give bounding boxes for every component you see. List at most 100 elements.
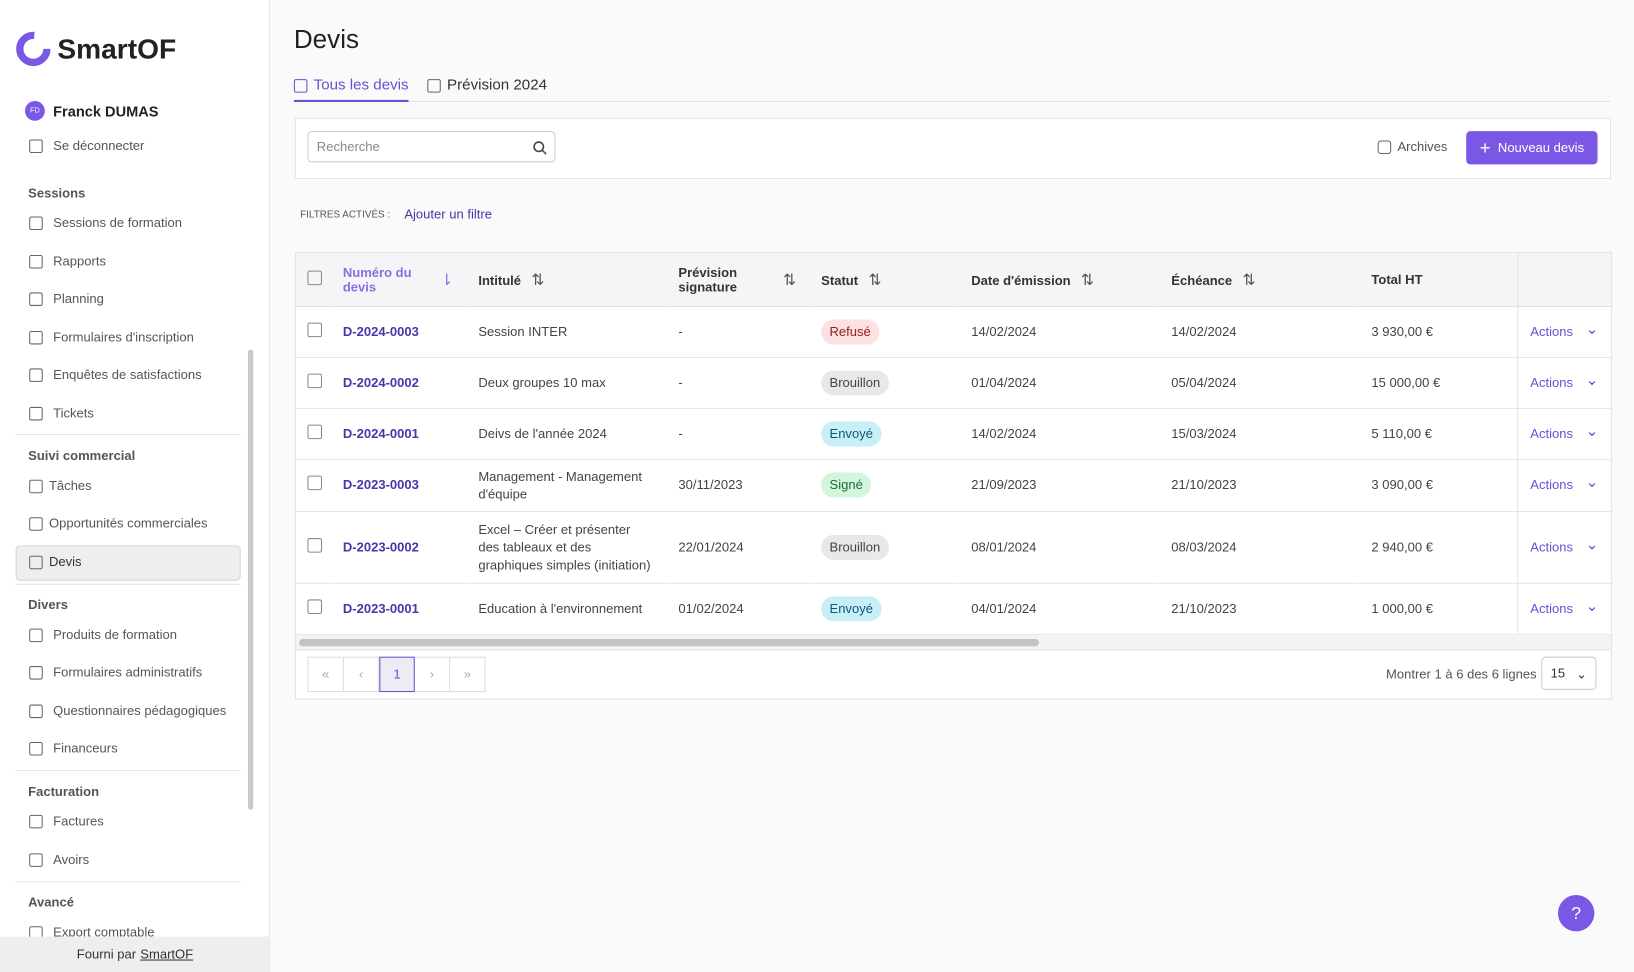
quote-number[interactable]: D-2023-0003	[342, 477, 419, 493]
tab-label: Prévision 2024	[447, 77, 548, 94]
nav-label: Factures	[53, 813, 104, 829]
issue-date: 08/01/2024	[971, 539, 1037, 555]
quote-title: Education à l'environnement	[478, 600, 643, 616]
tab[interactable]: Prévision 2024	[427, 77, 547, 94]
prev-page[interactable]: ‹	[343, 656, 380, 693]
footer-text: Fourni par	[76, 947, 137, 962]
nav-item[interactable]: Enquêtes de satisfactions	[29, 367, 202, 382]
archives-label: Archives	[1397, 139, 1448, 155]
section-title: Avancé	[28, 894, 75, 910]
first-page[interactable]: «	[307, 656, 344, 693]
logout-label: Se déconnecter	[53, 138, 145, 153]
footer-link[interactable]: SmartOF	[140, 947, 194, 962]
nav-label: Produits de formation	[53, 627, 177, 643]
column-header[interactable]: Prévision signature	[678, 264, 738, 294]
quote-title: Session INTER	[478, 324, 568, 339]
table-row: D-2024-0002 Deux groupes 10 max - Brouillon…	[295, 357, 1612, 409]
quote-number[interactable]: D-2024-0001	[342, 426, 419, 441]
column-header[interactable]: Échéance	[1171, 273, 1233, 288]
nav-item[interactable]: Opportunités commerciales	[29, 516, 208, 531]
status-badge: Signé	[821, 472, 872, 498]
nav-item[interactable]: Sessions de formation	[29, 215, 182, 230]
actions-label: Actions	[1530, 324, 1574, 339]
forecast-date: 01/02/2024	[678, 600, 744, 616]
section-title: Divers	[28, 597, 68, 612]
quote-number[interactable]: D-2024-0003	[342, 324, 419, 339]
page-size-select[interactable]: 15 ⌄	[1541, 656, 1597, 690]
nav-label: Export comptable	[53, 925, 155, 940]
actions-button[interactable]: Actions ⌄	[1530, 597, 1598, 618]
nav-item[interactable]: Formulaires administratifs	[29, 665, 202, 680]
nav-label: Sessions de formation	[53, 215, 183, 230]
table-row: D-2023-0002 Excel – Créer et présenter de…	[295, 511, 1612, 584]
nav-item[interactable]: Avoirs	[29, 852, 89, 867]
filters-label: FILTRES ACTIVÉS :	[300, 209, 391, 221]
nav-item[interactable]: Financeurs	[29, 741, 118, 756]
section-title: Sessions	[28, 186, 86, 201]
nav-label: Enquêtes de satisfactions	[53, 367, 202, 382]
nav-item[interactable]: Questionnaires pédagogiques	[29, 704, 226, 718]
last-page[interactable]: »	[450, 656, 486, 693]
actions-button[interactable]: Actions ⌄	[1530, 422, 1598, 443]
nav-label: Rapports	[53, 253, 107, 269]
page-title: Devis	[293, 24, 360, 55]
quote-number[interactable]: D-2023-0002	[342, 539, 419, 555]
column-header: Total HT	[1371, 272, 1423, 287]
quote-number[interactable]: D-2023-0001	[342, 600, 419, 616]
status-badge: Envoyé	[821, 595, 882, 621]
table-container: Numéro du devis ⇂ Intitulé ⇅ Prévision sig…	[294, 251, 1613, 700]
nav-label: Formulaires d'inscription	[53, 329, 194, 345]
nav-item[interactable]: Formulaires d'inscription	[29, 329, 194, 345]
nav-item-active[interactable]: Devis	[29, 555, 82, 569]
user-name: Franck DUMAS	[53, 102, 159, 120]
search-placeholder: Recherche	[316, 139, 380, 155]
nav-item[interactable]: Rapports	[29, 253, 107, 269]
quote-title: Deux groupes 10 max	[478, 375, 606, 390]
issue-date: 04/01/2024	[971, 600, 1037, 616]
column-header[interactable]: Statut	[821, 273, 859, 288]
logout[interactable]: Se déconnecter	[29, 138, 144, 153]
new-button[interactable]: + Nouveau devis	[1466, 131, 1598, 165]
section-title: Suivi commercial	[28, 448, 136, 464]
row-checkbox[interactable]	[307, 598, 323, 614]
actions-button[interactable]: Actions ⌄	[1530, 320, 1598, 341]
scrollbar[interactable]	[248, 349, 254, 810]
search-input[interactable]: Recherche	[307, 131, 556, 163]
total-ht: 1 000,00 €	[1371, 600, 1433, 616]
table-scrollbar[interactable]	[299, 638, 1039, 647]
add-filter[interactable]: Ajouter un filtre	[404, 207, 492, 222]
row-checkbox[interactable]	[307, 537, 323, 553]
row-checkbox[interactable]	[307, 322, 323, 337]
help-button[interactable]: ?	[1557, 894, 1595, 932]
nav-item[interactable]: Factures	[29, 813, 104, 829]
select-all[interactable]	[307, 270, 323, 286]
tab-active[interactable]: Tous les devis	[293, 77, 409, 102]
column-header[interactable]: Date d'émission	[971, 273, 1071, 288]
archives-button[interactable]: Archives	[1377, 139, 1448, 155]
row-checkbox[interactable]	[307, 424, 323, 439]
nav-item[interactable]: Tickets	[29, 406, 94, 420]
quote-number[interactable]: D-2024-0002	[342, 375, 419, 390]
column-header[interactable]: Numéro du devis	[342, 264, 412, 294]
issue-date: 14/02/2024	[971, 426, 1037, 441]
column-header[interactable]: Intitulé	[478, 273, 522, 288]
actions-button[interactable]: Actions ⌄	[1530, 535, 1598, 557]
total-ht: 15 000,00 €	[1371, 375, 1441, 390]
due-date: 21/10/2023	[1171, 600, 1237, 616]
current-page[interactable]: 1	[379, 656, 415, 693]
next-page[interactable]: ›	[414, 656, 451, 693]
forecast-date: 22/01/2024	[678, 539, 744, 555]
nav-item[interactable]: Produits de formation	[29, 627, 177, 643]
actions-button[interactable]: Actions ⌄	[1530, 474, 1598, 495]
pagination: « ‹ 1 › » Montrer 1 à 6 des 6 lignes 15 ⌄	[295, 649, 1612, 698]
issue-date: 14/02/2024	[971, 324, 1037, 339]
actions-label: Actions	[1530, 477, 1574, 493]
nav-item[interactable]: Planning	[29, 291, 104, 306]
row-checkbox[interactable]	[307, 373, 323, 388]
status-badge: Refusé	[821, 318, 880, 344]
row-checkbox[interactable]	[307, 475, 323, 491]
actions-button[interactable]: Actions ⌄	[1530, 371, 1598, 392]
nav-item[interactable]: Tâches	[29, 479, 92, 493]
total-ht: 2 940,00 €	[1371, 539, 1433, 555]
